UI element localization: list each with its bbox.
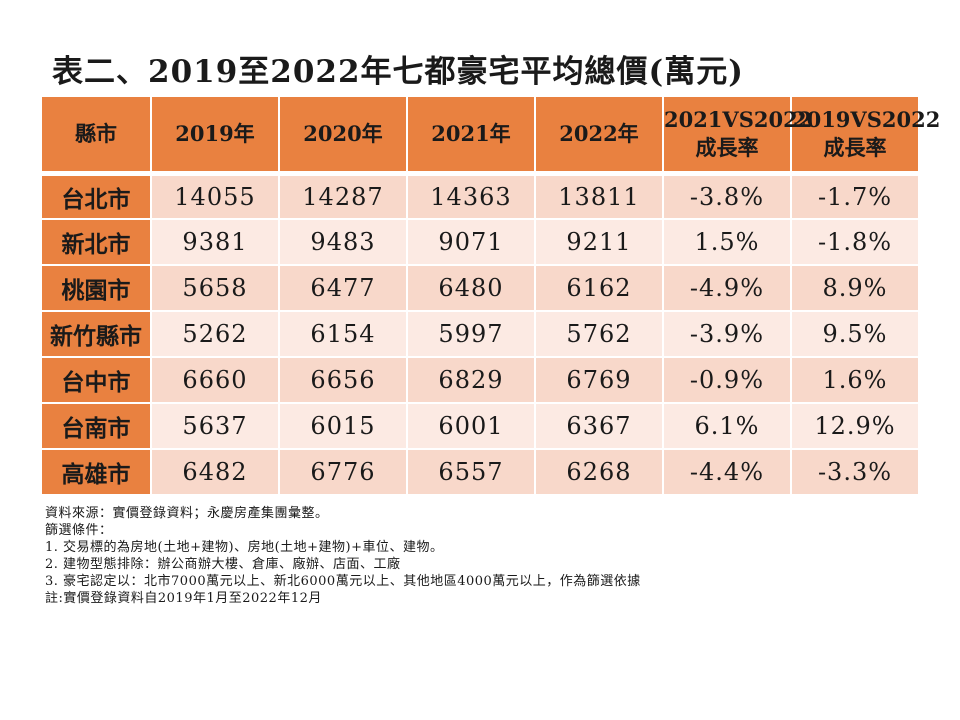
growth-cell: 1.5% xyxy=(661,218,792,266)
growth-cell: -1.8% xyxy=(789,218,921,266)
city-cell: 新竹縣市 xyxy=(40,310,152,358)
growth-cell: -4.4% xyxy=(661,448,792,496)
table-row-newtaipei: 新北市 9381 9483 9071 9211 1.5% -1.8% xyxy=(40,218,921,266)
value-cell: 6480 xyxy=(405,264,536,312)
growth-cell: -3.3% xyxy=(789,448,921,496)
value-cell: 6162 xyxy=(533,264,664,312)
col-header-2022: 2022年 xyxy=(533,95,664,176)
footnote-note: 註:實價登錄資料自2019年1月至2022年12月 xyxy=(45,591,322,606)
value-cell: 14287 xyxy=(277,172,408,220)
data-table: 縣市 2019年 2020年 2021年 2022年 2021VS2022 成長… xyxy=(40,95,940,496)
value-cell: 5997 xyxy=(405,310,536,358)
city-cell: 台北市 xyxy=(40,172,152,220)
growth-cell: 9.5% xyxy=(789,310,921,358)
col-header-2021: 2021年 xyxy=(405,95,536,176)
col-header-city: 縣市 xyxy=(40,95,152,176)
value-cell: 6829 xyxy=(405,356,536,404)
growth-cell: 1.6% xyxy=(789,356,921,404)
growth-cell: 6.1% xyxy=(661,402,792,450)
growth-cell: 12.9% xyxy=(789,402,921,450)
value-cell: 9381 xyxy=(149,218,280,266)
value-cell: 9071 xyxy=(405,218,536,266)
value-cell: 6769 xyxy=(533,356,664,404)
col-header-growth-2021vs2022: 2021VS2022 成長率 xyxy=(661,95,812,176)
value-cell: 6268 xyxy=(533,448,664,496)
value-cell: 6154 xyxy=(277,310,408,358)
value-cell: 14363 xyxy=(405,172,536,220)
growth-cell: -3.9% xyxy=(661,310,792,358)
table-row-taoyuan: 桃園市 5658 6477 6480 6162 -4.9% 8.9% xyxy=(40,264,921,312)
value-cell: 5762 xyxy=(533,310,664,358)
value-cell: 6482 xyxy=(149,448,280,496)
value-cell: 6001 xyxy=(405,402,536,450)
value-cell: 14055 xyxy=(149,172,280,220)
page-title: 表二、2019至2022年七都豪宅平均總價(萬元) xyxy=(52,54,744,90)
col-header-2019: 2019年 xyxy=(149,95,280,176)
city-cell: 台中市 xyxy=(40,356,152,404)
col-header-2020: 2020年 xyxy=(277,95,408,176)
value-cell: 6660 xyxy=(149,356,280,404)
growth-cell: -3.8% xyxy=(661,172,792,220)
footnote-line: 1. 交易標的為房地(土地+建物)、房地(土地+建物)+車位、建物。 xyxy=(45,540,444,555)
footnote-criteria: 篩選條件： xyxy=(45,523,113,538)
footnote-line: 3. 豪宅認定以：北市7000萬元以上、新北6000萬元以上、其他地區4000萬… xyxy=(45,574,641,589)
col-header-growth-2019vs2022: 2019VS2022 成長率 xyxy=(789,95,940,176)
footnote-line: 2. 建物型態排除：辦公商辦大樓、倉庫、廠辦、店面、工廠 xyxy=(45,557,401,572)
table-header: 縣市 2019年 2020年 2021年 2022年 2021VS2022 成長… xyxy=(40,95,940,176)
table-row-kaohsiung: 高雄市 6482 6776 6557 6268 -4.4% -3.3% xyxy=(40,448,921,496)
city-cell: 新北市 xyxy=(40,218,152,266)
table-row-taichung: 台中市 6660 6656 6829 6769 -0.9% 1.6% xyxy=(40,356,921,404)
value-cell: 5262 xyxy=(149,310,280,358)
city-cell: 桃園市 xyxy=(40,264,152,312)
value-cell: 6015 xyxy=(277,402,408,450)
value-cell: 6557 xyxy=(405,448,536,496)
value-cell: 5658 xyxy=(149,264,280,312)
growth-cell: -0.9% xyxy=(661,356,792,404)
table-row-hsinchu: 新竹縣市 5262 6154 5997 5762 -3.9% 9.5% xyxy=(40,310,921,358)
footnote-source: 資料來源：實價登錄資料；永慶房產集團彙整。 xyxy=(45,506,329,521)
table-row-taipei: 台北市 14055 14287 14363 13811 -3.8% -1.7% xyxy=(40,172,921,220)
value-cell: 9211 xyxy=(533,218,664,266)
footnotes: 資料來源：實價登錄資料；永慶房產集團彙整。 篩選條件： 1. 交易標的為房地(土… xyxy=(45,505,925,607)
city-cell: 台南市 xyxy=(40,402,152,450)
value-cell: 5637 xyxy=(149,402,280,450)
value-cell: 6656 xyxy=(277,356,408,404)
value-cell: 9483 xyxy=(277,218,408,266)
table-row-tainan: 台南市 5637 6015 6001 6367 6.1% 12.9% xyxy=(40,402,921,450)
growth-cell: 8.9% xyxy=(789,264,921,312)
value-cell: 6776 xyxy=(277,448,408,496)
value-cell: 6477 xyxy=(277,264,408,312)
growth-cell: -4.9% xyxy=(661,264,792,312)
table-body: 台北市 14055 14287 14363 13811 -3.8% -1.7% … xyxy=(40,172,921,496)
city-cell: 高雄市 xyxy=(40,448,152,496)
growth-cell: -1.7% xyxy=(789,172,921,220)
value-cell: 13811 xyxy=(533,172,664,220)
value-cell: 6367 xyxy=(533,402,664,450)
header-row: 縣市 2019年 2020年 2021年 2022年 2021VS2022 成長… xyxy=(40,95,940,176)
